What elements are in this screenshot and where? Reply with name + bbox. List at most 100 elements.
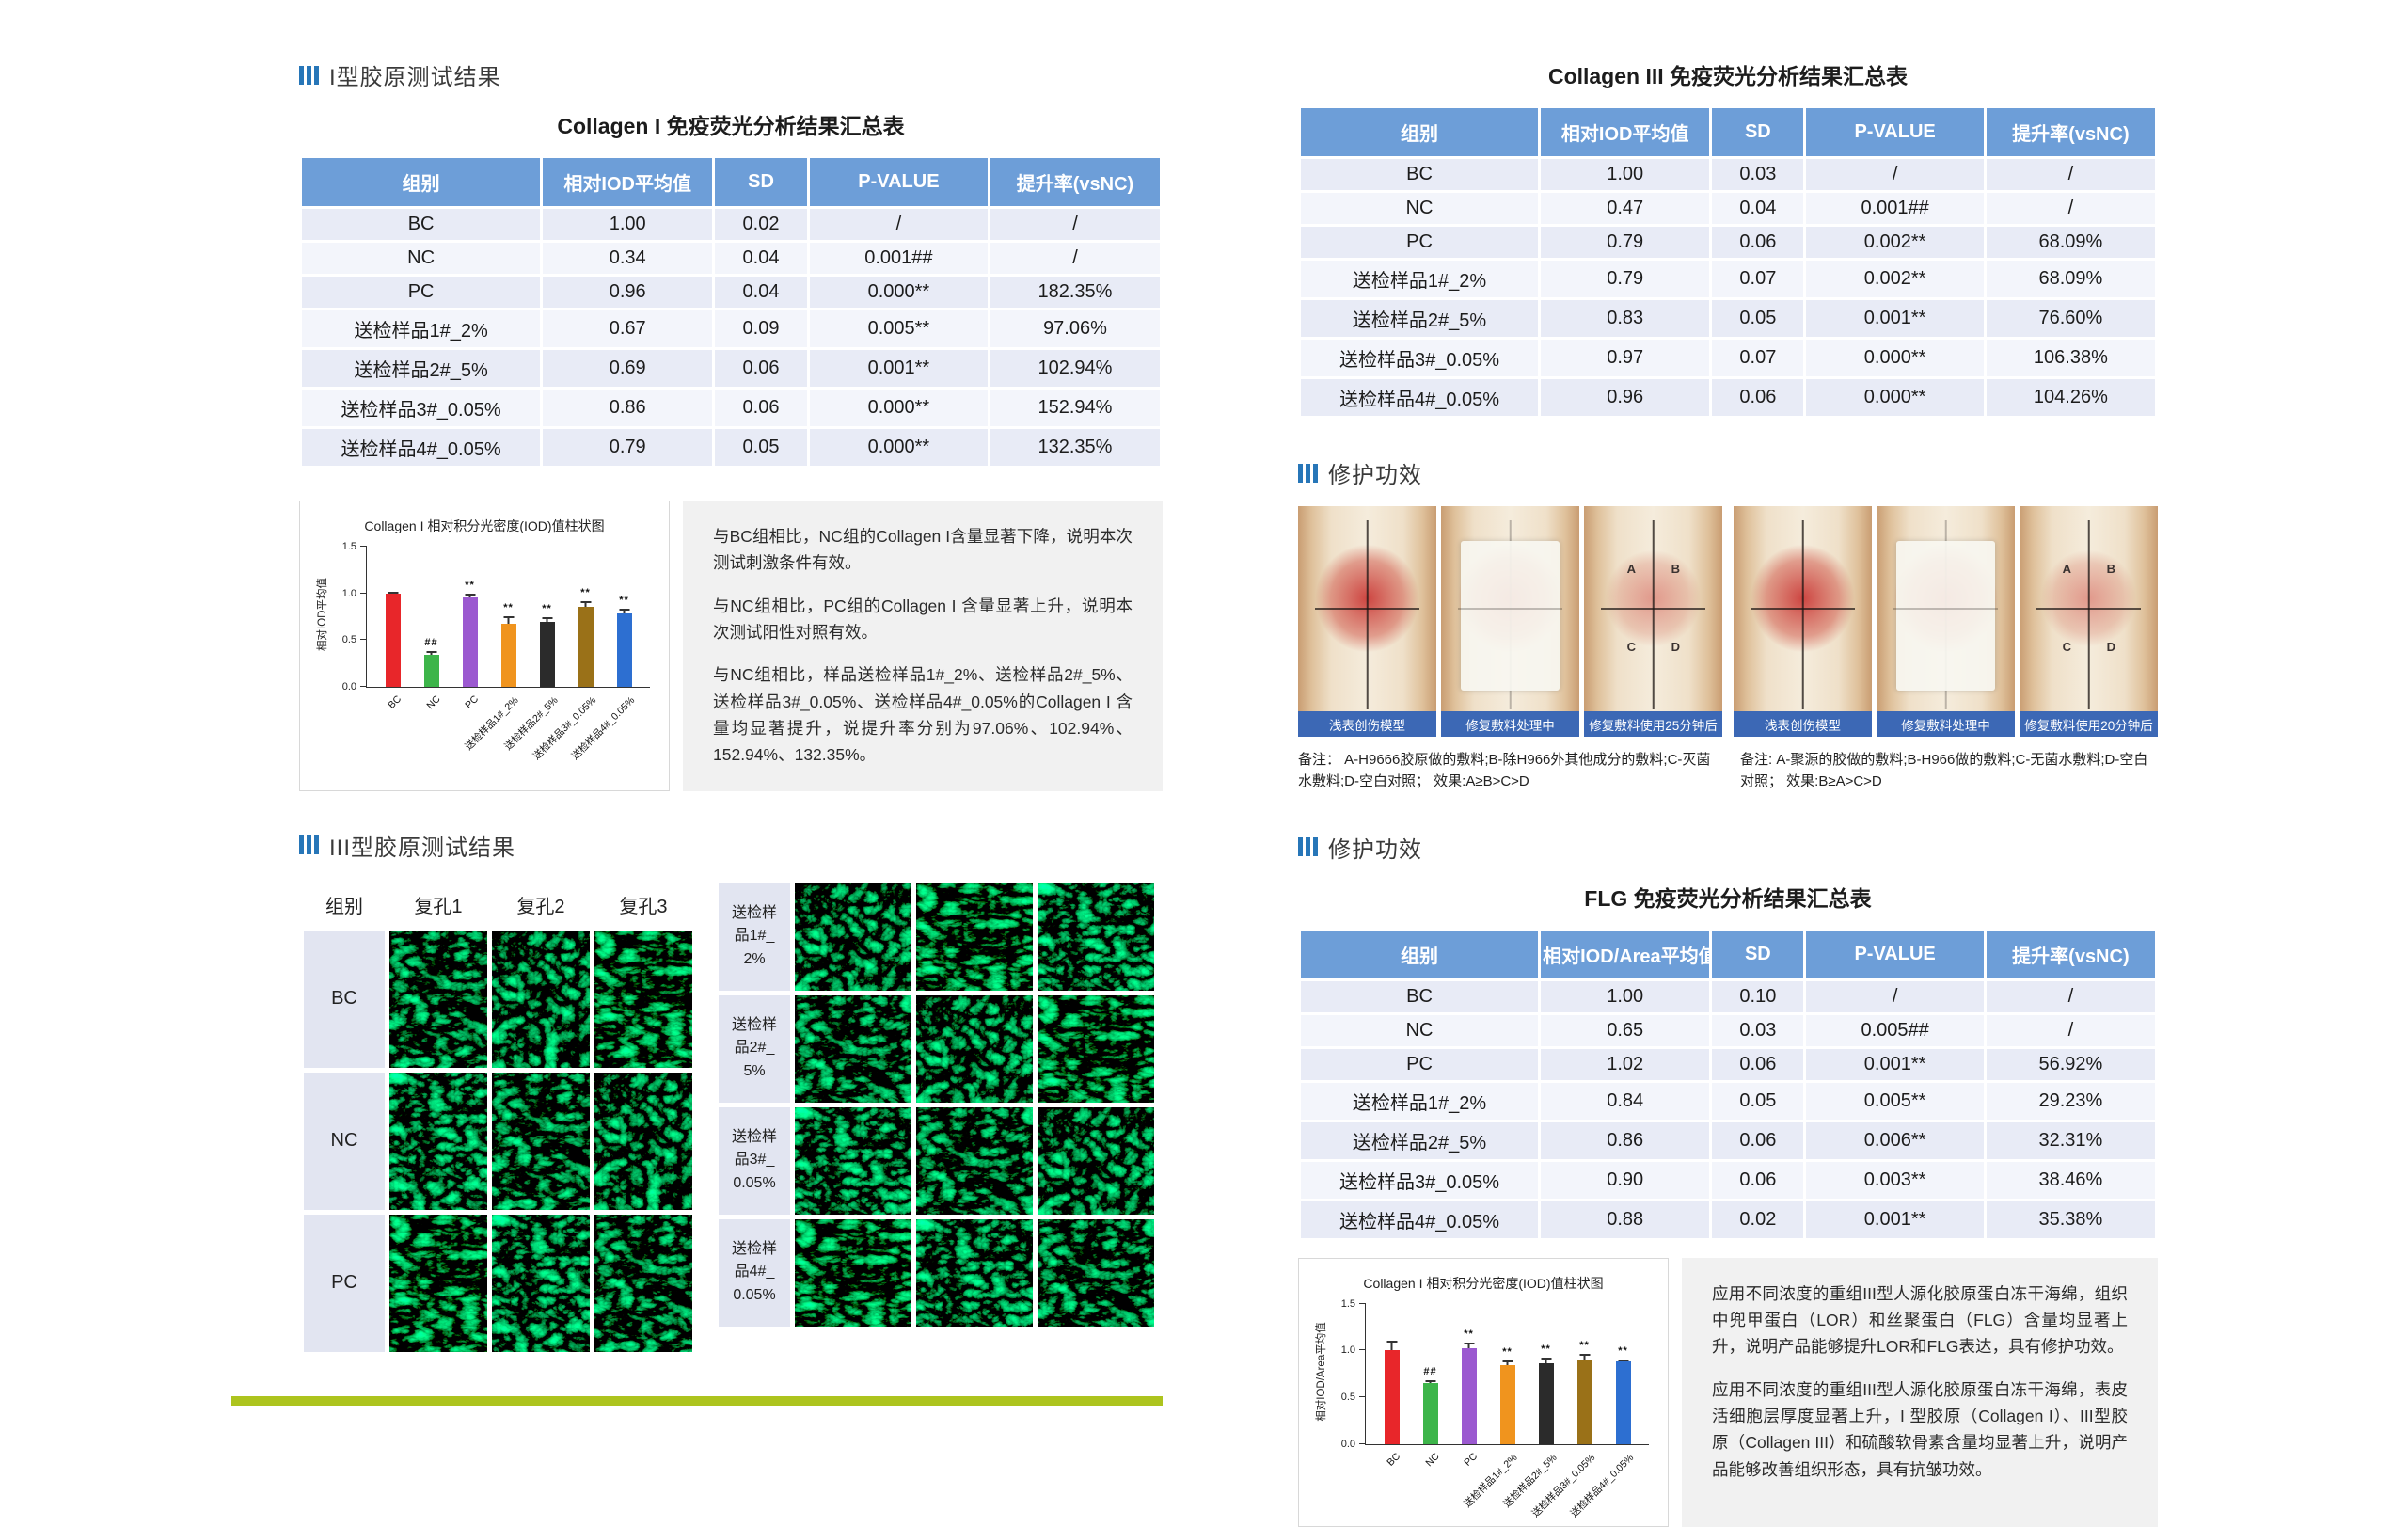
significance-label: ** — [1502, 1346, 1513, 1359]
table-row: BC 1.00 0.03// — [1297, 156, 2159, 193]
y-tick — [360, 592, 367, 594]
table-cell: 0.86 — [540, 387, 716, 429]
wound-photo: 浅表创伤模型 — [1298, 506, 1436, 737]
group-label: BC — [304, 930, 385, 1068]
analysis-paragraph: 与BC组相比，NC组的Collagen I含量显著下降，说明本次测试刺激条件有效… — [713, 527, 1133, 573]
y-tick-label: 1.5 — [341, 541, 356, 552]
fluorescence-image — [1038, 994, 1154, 1103]
x-tick-label: NC — [424, 693, 443, 712]
analysis-paragraph: 应用不同浓度的重组III型人源化胶原蛋白冻干海绵，组织中兜甲蛋白（LOR）和丝聚… — [1712, 1283, 2128, 1357]
fluorescence-image — [594, 930, 692, 1068]
column-header: 组别 — [1297, 105, 1542, 159]
flg-bar-chart: Collagen I 相对积分光密度(IOD)值柱状图 相对IOD/Area平均值… — [1298, 1257, 1669, 1527]
error-bar — [542, 616, 552, 623]
wound-photo: 修复敷料处理中 — [1877, 506, 2015, 737]
table-cell: 0.88 — [1538, 1198, 1713, 1241]
bar-slot: ** — [1450, 1304, 1488, 1444]
table-row: 送检样品2#_5% 0.86 0.06 0.006** 32.31% — [1297, 1119, 2159, 1162]
significance-label: ## — [424, 637, 438, 649]
section-title-collagen3-test: III型胶原测试结果 — [329, 835, 516, 861]
wound-photo: A B C D 修复敷料使用25分钟后 — [1584, 506, 1722, 737]
table-cell: / — [987, 240, 1164, 277]
table-cell: 0.06 — [1709, 1119, 1807, 1162]
table-cell: 0.86 — [1538, 1119, 1713, 1162]
table-cell: 38.46% — [1983, 1158, 2159, 1201]
error-bar — [1464, 1343, 1474, 1349]
table-cell: NC — [1297, 190, 1542, 227]
bar — [1615, 1361, 1631, 1444]
micro-header-row: 组别 复孔1 复孔2 复孔3 — [304, 883, 692, 926]
wound-photo: 修复敷料处理中 — [1441, 506, 1579, 737]
y-tick — [1359, 1302, 1366, 1304]
table-cell: / — [1803, 978, 1987, 1015]
microscopy-grids-row: 组别 复孔1 复孔2 复孔3 BC NC PC 送检样品1#_2% 送检样品2#_5% 送检样品… — [299, 879, 1163, 1357]
table-cell: 0.03 — [1709, 1011, 1807, 1049]
table-cell: 0.001** — [1803, 297, 1987, 340]
table-cell: 132.35% — [987, 426, 1164, 469]
micro-row: NC — [304, 1072, 692, 1210]
table-cell: 0.90 — [1538, 1158, 1713, 1201]
chart-x-labels: BC NC PC 送检样品1#_2% 送检样品2#_5% 送检样品3#_0.05% 送检样品… — [366, 688, 650, 767]
y-tick — [1359, 1349, 1366, 1351]
table-cell: 送检样品1#_2% — [1297, 258, 1542, 300]
table-row: 送检样品1#_2% 0.67 0.09 0.005** 97.06% — [298, 308, 1164, 350]
significance-label: ** — [1579, 1340, 1590, 1352]
error-bar — [1502, 1360, 1513, 1366]
y-tick-label: 0.0 — [1340, 1438, 1355, 1450]
chart-plot-area: 0.0 0.5 1.0 1.5 ## ** ** ** ** ** — [1341, 1298, 1649, 1450]
bar-slot: ** — [1527, 1304, 1565, 1444]
table-cell: 0.10 — [1709, 978, 1807, 1015]
bar-slot — [373, 547, 412, 687]
fluorescence-image — [916, 994, 1033, 1103]
table-cell: 182.35% — [987, 274, 1164, 310]
y-tick-label: 0.5 — [341, 634, 356, 646]
quadrant-label: C — [2062, 640, 2071, 655]
quadrant-label: A — [1626, 561, 1636, 576]
error-bar — [580, 600, 591, 607]
flg-results-table: 组别 相对IOD/Area平均值 SD P-VALUE 提升率(vsNC) BC 1.00 0… — [1297, 927, 2159, 1241]
table-cell: 送检样品4#_0.05% — [298, 426, 544, 469]
table-cell: PC — [1297, 1045, 1542, 1083]
table-cell: 送检样品1#_2% — [298, 308, 544, 350]
section-bars-icon — [1298, 463, 1318, 483]
table-cell: 0.02 — [1709, 1198, 1807, 1241]
table-row: PC 1.02 0.06 0.001** 56.92% — [1297, 1045, 2159, 1083]
bar-slot: ** — [489, 547, 528, 687]
table-row: 送检样品2#_5% 0.69 0.06 0.001** 102.94% — [298, 347, 1164, 390]
table-cell: 68.09% — [1983, 258, 2159, 300]
fluorescence-image — [389, 1072, 487, 1210]
table-cell: 0.04 — [712, 240, 810, 277]
table-cell: / — [1983, 1011, 2159, 1049]
bar — [1538, 1363, 1554, 1444]
table-cell: 0.000** — [806, 274, 990, 310]
bar-slot: ** — [1488, 1304, 1527, 1444]
bar — [462, 596, 478, 687]
table-row: 送检样品2#_5% 0.83 0.05 0.001** 76.60% — [1297, 297, 2159, 340]
y-tick — [360, 546, 367, 547]
table-cell: PC — [298, 274, 544, 310]
bar-slot: ** — [566, 547, 605, 687]
table-cell: 1.00 — [1538, 156, 1713, 193]
bottom-accent-bar — [231, 1395, 1163, 1406]
bar — [578, 606, 594, 687]
table-cell: 0.84 — [1538, 1079, 1713, 1122]
fluorescence-image — [1038, 883, 1154, 991]
table-cell: / — [1983, 156, 2159, 193]
fluorescence-image — [1038, 1106, 1154, 1215]
table-row: BC 1.00 0.02// — [298, 206, 1164, 243]
fluorescence-image — [795, 883, 911, 991]
column-header: SD — [712, 155, 810, 209]
y-tick-label: 1.0 — [341, 587, 356, 599]
table-cell: 送检样品4#_0.05% — [1297, 1198, 1542, 1241]
photo-caption: 修复敷料使用20分钟后 — [2020, 711, 2158, 737]
photo-caption: 修复敷料处理中 — [1877, 711, 2015, 737]
table-cell: 送检样品3#_0.05% — [1297, 337, 1542, 379]
table-cell: 0.001** — [806, 347, 990, 390]
y-tick — [1359, 1395, 1366, 1397]
column-header: P-VALUE — [1803, 927, 1987, 981]
group-label: NC — [304, 1072, 385, 1210]
table-cell: 0.005## — [1803, 1011, 1987, 1049]
dressing-patch — [1460, 540, 1560, 691]
table-cell: 0.96 — [540, 274, 716, 310]
table-cell: NC — [298, 240, 544, 277]
